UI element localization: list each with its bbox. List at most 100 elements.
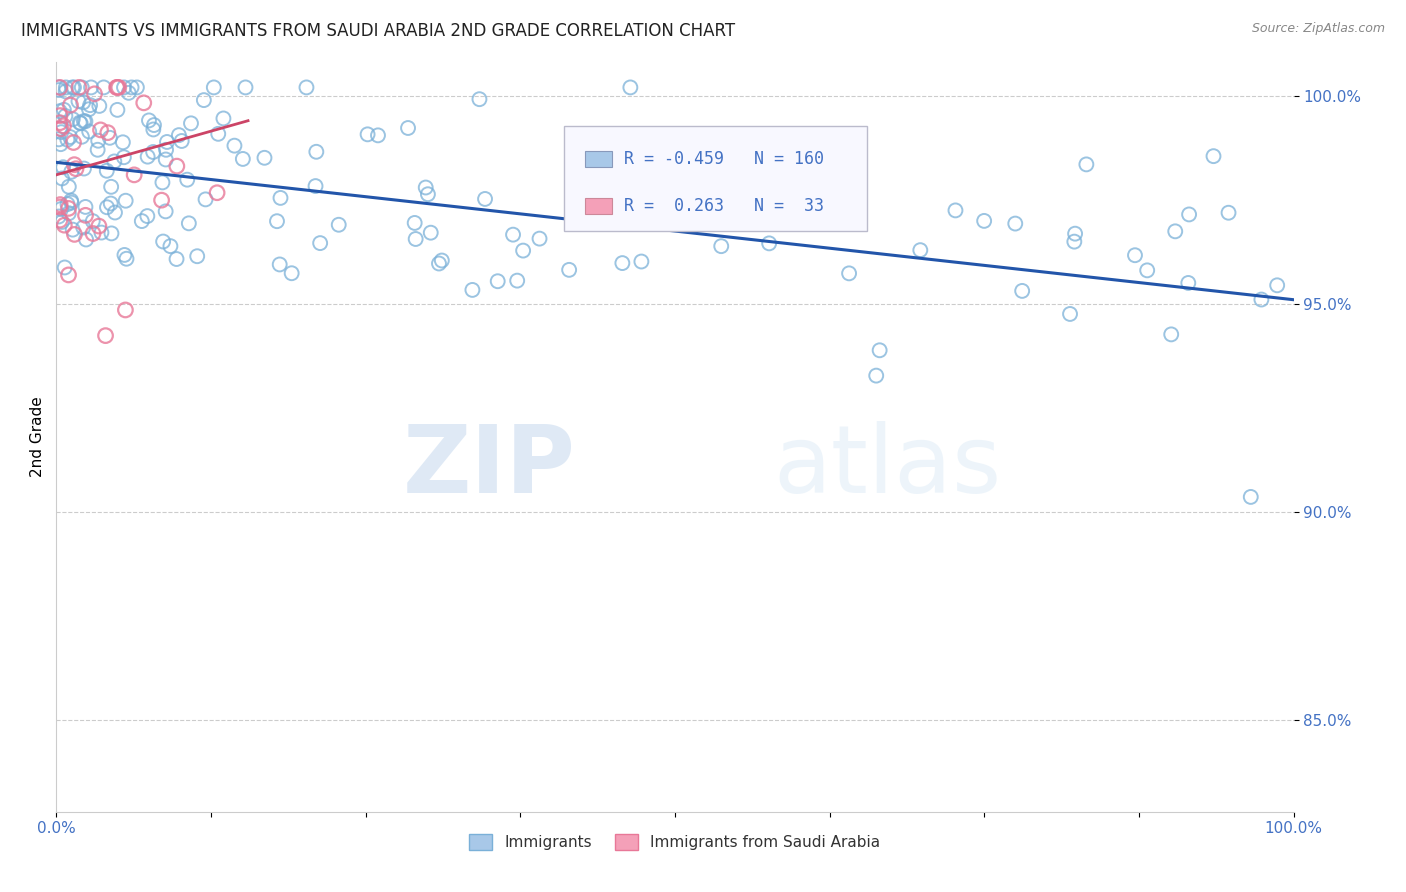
- Text: R = -0.459   N = 160: R = -0.459 N = 160: [624, 150, 824, 168]
- Point: [212, 112, 235, 126]
- Text: Source: ZipAtlas.com: Source: ZipAtlas.com: [1251, 22, 1385, 36]
- Point: [468, 92, 491, 106]
- Point: [430, 253, 453, 268]
- Point: [52, 103, 75, 117]
- Point: [419, 226, 441, 240]
- Point: [69, 115, 91, 129]
- Point: [461, 283, 484, 297]
- Point: [51, 171, 73, 186]
- Point: [48, 210, 70, 224]
- Point: [142, 145, 165, 159]
- FancyBboxPatch shape: [564, 126, 866, 231]
- Point: [59, 130, 82, 145]
- Point: [62, 112, 84, 127]
- Point: [114, 194, 136, 208]
- Point: [82, 227, 104, 241]
- Point: [1059, 307, 1081, 321]
- Point: [152, 175, 174, 189]
- Point: [72, 95, 94, 110]
- Point: [619, 80, 641, 95]
- Point: [202, 80, 225, 95]
- Text: atlas: atlas: [773, 421, 1002, 513]
- Point: [83, 87, 105, 101]
- Point: [100, 179, 122, 194]
- Point: [269, 257, 291, 271]
- Point: [111, 136, 134, 150]
- Point: [405, 232, 427, 246]
- Point: [80, 80, 103, 95]
- Point: [58, 179, 80, 194]
- Point: [910, 243, 932, 257]
- Point: [945, 203, 967, 218]
- Point: [49, 213, 72, 227]
- Point: [48, 83, 70, 97]
- Point: [72, 220, 94, 235]
- Point: [53, 218, 76, 232]
- Point: [304, 179, 326, 194]
- Point: [112, 80, 135, 95]
- Point: [734, 199, 756, 213]
- Point: [630, 254, 652, 268]
- Point: [73, 114, 96, 128]
- Point: [97, 126, 120, 140]
- Point: [973, 214, 995, 228]
- Point: [1160, 327, 1182, 342]
- Point: [1164, 224, 1187, 238]
- Point: [87, 134, 110, 148]
- Point: [48, 104, 70, 119]
- Point: [49, 121, 72, 136]
- Point: [176, 172, 198, 186]
- Point: [427, 256, 450, 270]
- Point: [1240, 490, 1263, 504]
- Point: [82, 214, 104, 228]
- Point: [56, 133, 79, 147]
- Point: [142, 122, 165, 136]
- Point: [55, 109, 77, 123]
- Point: [150, 193, 173, 207]
- Point: [1178, 207, 1201, 221]
- Point: [295, 80, 318, 95]
- Point: [356, 128, 378, 142]
- Point: [49, 197, 72, 211]
- Point: [136, 209, 159, 223]
- Point: [96, 163, 118, 178]
- Point: [396, 120, 419, 135]
- Text: R =  0.263   N =  33: R = 0.263 N = 33: [624, 197, 824, 215]
- Point: [309, 236, 332, 251]
- Point: [62, 80, 84, 95]
- Point: [51, 215, 73, 229]
- Point: [166, 252, 188, 266]
- Point: [104, 205, 127, 219]
- Point: [89, 99, 111, 113]
- Point: [132, 95, 155, 110]
- Point: [62, 136, 84, 150]
- Point: [75, 114, 97, 128]
- Point: [305, 145, 328, 159]
- Point: [60, 195, 83, 210]
- Point: [62, 222, 84, 236]
- Point: [207, 127, 229, 141]
- FancyBboxPatch shape: [585, 198, 612, 214]
- Point: [1011, 284, 1033, 298]
- Point: [94, 328, 117, 343]
- Point: [70, 80, 93, 95]
- Point: [49, 80, 72, 95]
- Point: [205, 186, 228, 200]
- Point: [115, 252, 138, 266]
- Point: [167, 128, 190, 142]
- Y-axis label: 2nd Grade: 2nd Grade: [30, 397, 45, 477]
- Point: [155, 143, 177, 157]
- Point: [73, 161, 96, 176]
- Point: [177, 216, 200, 230]
- Point: [79, 98, 101, 112]
- Point: [96, 200, 118, 214]
- Point: [155, 153, 177, 167]
- Point: [75, 200, 97, 214]
- Point: [60, 194, 83, 208]
- Point: [86, 143, 108, 157]
- Point: [1063, 235, 1085, 249]
- Point: [1076, 157, 1098, 171]
- Point: [107, 80, 129, 95]
- Point: [186, 249, 208, 263]
- Point: [1136, 263, 1159, 277]
